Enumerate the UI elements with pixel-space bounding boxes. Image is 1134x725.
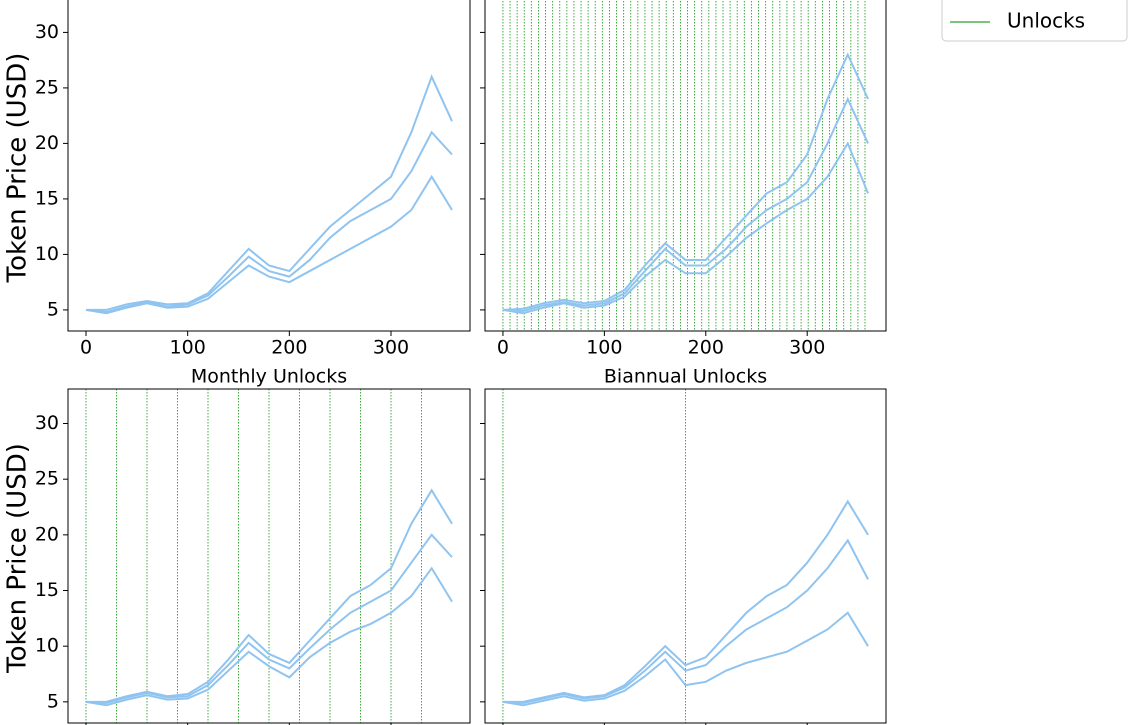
axes-frame bbox=[67, 0, 471, 332]
x-tick-label: 100 bbox=[586, 337, 622, 359]
legend-frame bbox=[941, 0, 1128, 42]
y-tick-label: 25 bbox=[35, 468, 59, 490]
x-tick-label: 100 bbox=[170, 337, 206, 359]
price-line bbox=[502, 499, 869, 703]
axes-frame bbox=[67, 388, 471, 724]
x-tick-label: 200 bbox=[271, 337, 307, 359]
axes-frame bbox=[484, 388, 887, 724]
price-line bbox=[502, 96, 869, 313]
plot-area bbox=[85, 389, 453, 723]
x-tick-label: 200 bbox=[688, 337, 724, 359]
y-tick-label: 20 bbox=[35, 523, 59, 545]
x-tick-label: 0 bbox=[497, 337, 509, 359]
y-tick-label: 10 bbox=[35, 243, 59, 265]
legend: Unlocks bbox=[941, 0, 1128, 42]
axes-frame bbox=[484, 0, 887, 332]
y-tick-label: 20 bbox=[35, 132, 59, 154]
y-axis-label: Token Price (USD) bbox=[3, 443, 33, 674]
price-line bbox=[85, 533, 453, 704]
subplot-title: Biannual Unlocks bbox=[604, 366, 767, 388]
subplot-title: Monthly Unlocks bbox=[191, 366, 347, 388]
plot-area bbox=[502, 0, 869, 331]
x-tick-label: 0 bbox=[80, 337, 92, 359]
legend-label: Unlocks bbox=[1007, 9, 1085, 33]
x-tick-label: 300 bbox=[373, 337, 409, 359]
y-tick-label: 5 bbox=[47, 690, 59, 712]
price-line bbox=[502, 141, 869, 315]
y-tick-label: 10 bbox=[35, 635, 59, 657]
price-line bbox=[502, 52, 869, 311]
plot-area bbox=[85, 74, 453, 315]
y-tick-label: 5 bbox=[47, 298, 59, 320]
subplot: 0100200300Biannual Unlocks bbox=[480, 366, 887, 725]
price-line bbox=[85, 566, 453, 707]
price-line bbox=[85, 488, 453, 703]
x-tick-label: 300 bbox=[789, 337, 825, 359]
price-line bbox=[502, 538, 869, 704]
y-axis-label: Token Price (USD) bbox=[3, 53, 33, 284]
price-line bbox=[85, 130, 453, 314]
price-line bbox=[502, 611, 869, 707]
y-tick-label: 30 bbox=[35, 412, 59, 434]
y-tick-label: 30 bbox=[35, 21, 59, 43]
y-tick-label: 15 bbox=[35, 579, 59, 601]
subplot: 0 100 200 300 bbox=[480, 0, 887, 359]
plot-area bbox=[502, 389, 869, 723]
price-line bbox=[85, 74, 453, 311]
price-line bbox=[85, 174, 453, 315]
y-tick-label: 15 bbox=[35, 187, 59, 209]
y-tick-label: 25 bbox=[35, 76, 59, 98]
